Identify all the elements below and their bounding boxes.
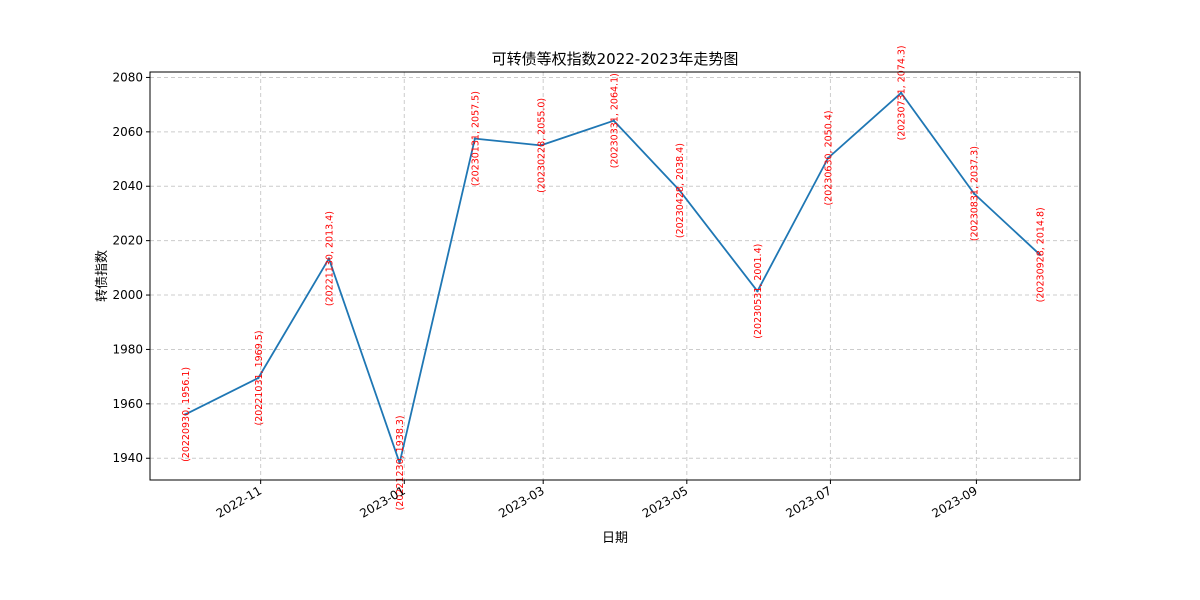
series-layer	[184, 91, 1042, 465]
data-label: (20230531, 2001.4)	[753, 244, 764, 339]
data-label: (20230131, 2057.5)	[470, 91, 481, 186]
y-tick-label: 2000	[112, 288, 143, 302]
data-label: (20230831, 2037.3)	[970, 146, 981, 241]
data-point	[678, 189, 681, 192]
data-label: (20230630, 2050.4)	[824, 110, 835, 205]
data-point	[398, 461, 401, 465]
data-label: (20220930, 1956.1)	[181, 367, 192, 462]
y-tick-label: 2060	[112, 125, 143, 139]
y-axis-title: 转债指数	[95, 250, 110, 302]
y-axis: 1940 1960 1980 2000 2020 2040 2060 2080	[112, 70, 150, 465]
data-label: (20230331, 2064.1)	[609, 73, 620, 168]
data-point	[1038, 253, 1042, 256]
data-label: (20230428, 2038.4)	[675, 143, 686, 238]
data-label: (20230731, 2074.3)	[897, 45, 908, 140]
data-label: (20230928, 2014.8)	[1035, 207, 1046, 302]
data-labels: (20220930, 1956.1) (20221031, 1969.5) (202…	[181, 45, 1047, 510]
x-axis-title: 日期	[602, 531, 628, 546]
data-point	[612, 119, 616, 122]
data-point	[257, 376, 260, 380]
data-point	[327, 257, 331, 260]
data-point	[972, 192, 976, 195]
data-label: (20221031, 1969.5)	[254, 330, 265, 425]
data-label: (20221230, 1938.3)	[395, 415, 406, 510]
y-tick-label: 1960	[112, 397, 143, 411]
chart-title: 可转债等权指数2022-2023年走势图	[492, 50, 739, 68]
grid	[150, 72, 1080, 480]
plot-frame	[149, 71, 1081, 481]
data-label: (20230228, 2055.0)	[536, 98, 547, 193]
data-point	[826, 156, 830, 160]
data-point	[184, 413, 187, 416]
y-tick-label: 2080	[112, 70, 143, 84]
data-label: (20221130, 2013.4)	[324, 211, 335, 306]
y-tick-label: 1980	[112, 342, 143, 356]
data-point	[756, 290, 759, 293]
y-tick-label: 1940	[112, 451, 143, 465]
y-tick-label: 2040	[112, 179, 143, 193]
data-point	[539, 144, 543, 147]
y-tick-label: 2020	[112, 234, 143, 248]
data-point	[899, 91, 903, 95]
data-point	[473, 137, 477, 140]
